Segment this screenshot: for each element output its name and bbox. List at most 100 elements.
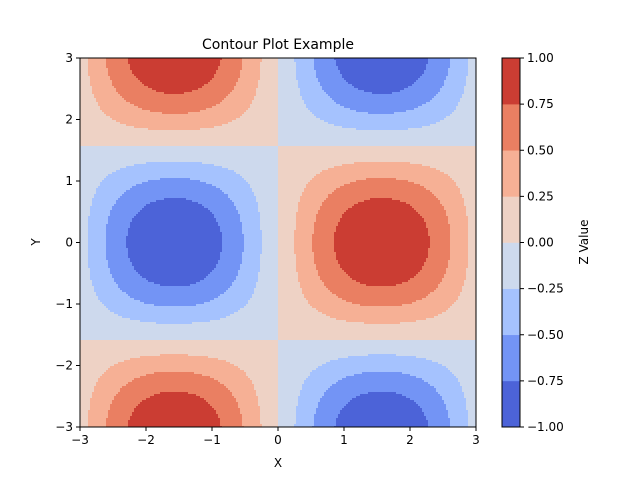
contour-cell [96, 98, 125, 101]
contour-cell [242, 254, 261, 257]
contour-cell [126, 242, 223, 245]
contour-cell [258, 402, 279, 405]
contour-cell [278, 334, 477, 337]
contour-cell [130, 416, 219, 419]
contour-cell [80, 168, 121, 171]
contour-cell [446, 214, 467, 217]
contour-cell [294, 424, 315, 427]
contour-cell [342, 214, 421, 217]
contour-cell [132, 220, 217, 223]
contour-cell [426, 64, 451, 67]
contour-cell [234, 170, 279, 173]
contour-cell [278, 276, 299, 279]
contour-cell [88, 232, 107, 235]
contour-cell [242, 230, 263, 233]
contour-cell [468, 420, 477, 423]
contour-cell [132, 412, 217, 415]
contour-cell [320, 84, 353, 87]
contour-cell [236, 206, 259, 209]
contour-cell [80, 368, 109, 371]
contour-cell [126, 244, 223, 247]
contour-cell [80, 410, 89, 413]
contour-cell [212, 212, 239, 215]
contour-cell [296, 226, 315, 229]
contour-cell [260, 76, 279, 79]
contour-cell [318, 366, 447, 369]
contour-cell [210, 300, 249, 303]
contour-cell [304, 100, 335, 103]
contour-cell [340, 218, 425, 221]
contour-cell [204, 206, 237, 209]
contour-cell [104, 304, 155, 307]
contour-cell [240, 308, 279, 311]
contour-cell [244, 242, 263, 245]
contour-cell [210, 272, 239, 275]
contour-cell [222, 232, 243, 235]
contour-cell [80, 70, 89, 73]
contour-cell [88, 422, 107, 425]
contour-cell [252, 102, 279, 105]
contour-cell [244, 248, 263, 251]
contour-cell [88, 62, 107, 65]
y-tick-label: 2 [65, 113, 73, 127]
contour-cell [442, 398, 467, 401]
contour-cell [258, 398, 279, 401]
colorbar-tick-label: −0.50 [527, 328, 564, 342]
contour-cell [88, 220, 109, 223]
contour-cell [278, 176, 315, 179]
contour-cell [234, 88, 257, 91]
contour-cell [408, 180, 455, 183]
contour-cell [218, 222, 243, 225]
contour-cell [88, 70, 109, 73]
contour-cell [116, 88, 153, 91]
contour-cell [88, 256, 107, 259]
contour-cell [256, 92, 279, 95]
contour-cell [80, 252, 89, 255]
contour-cell [306, 298, 343, 301]
contour-cell [278, 282, 301, 285]
contour-cell [358, 202, 407, 205]
contour-cell [80, 370, 107, 373]
contour-cell [278, 90, 301, 93]
contour-cell [260, 226, 279, 229]
contour-cell [278, 412, 297, 415]
contour-cell [300, 286, 327, 289]
contour-cell [128, 62, 221, 65]
contour-cell [234, 202, 259, 205]
contour-cell [80, 74, 89, 77]
contour-cell [240, 264, 261, 267]
contour-cell [278, 116, 317, 119]
contour-cell [334, 232, 429, 235]
contour-cell [450, 240, 469, 243]
contour-cell [278, 368, 317, 371]
contour-cell [80, 238, 89, 241]
contour-cell [80, 126, 135, 129]
contour-cell [80, 120, 117, 123]
contour-cell [98, 104, 135, 107]
contour-cell [316, 116, 447, 119]
contour-cell [424, 186, 459, 189]
contour-cell [336, 420, 429, 423]
contour-cell [222, 238, 245, 241]
contour-cell [428, 234, 451, 237]
contour-cell [278, 66, 297, 69]
contour-cell [222, 234, 245, 237]
contour-cell [88, 416, 109, 419]
contour-cell [88, 246, 107, 249]
contour-cell [428, 294, 461, 297]
contour-cell [278, 138, 477, 141]
colorbar-segment [502, 104, 520, 151]
contour-cell [128, 252, 221, 255]
contour-cell [452, 112, 477, 115]
contour-cell [458, 104, 477, 107]
contour-cell [468, 224, 477, 227]
colorbar-tick-label: −0.25 [527, 282, 564, 296]
contour-cell [80, 354, 161, 357]
contour-cell [432, 98, 461, 101]
contour-cell [148, 280, 201, 283]
contour-cell [278, 72, 297, 75]
contour-cell [130, 102, 221, 105]
contour-cell [242, 418, 261, 421]
contour-cell [88, 266, 109, 269]
contour-cell [324, 394, 361, 397]
